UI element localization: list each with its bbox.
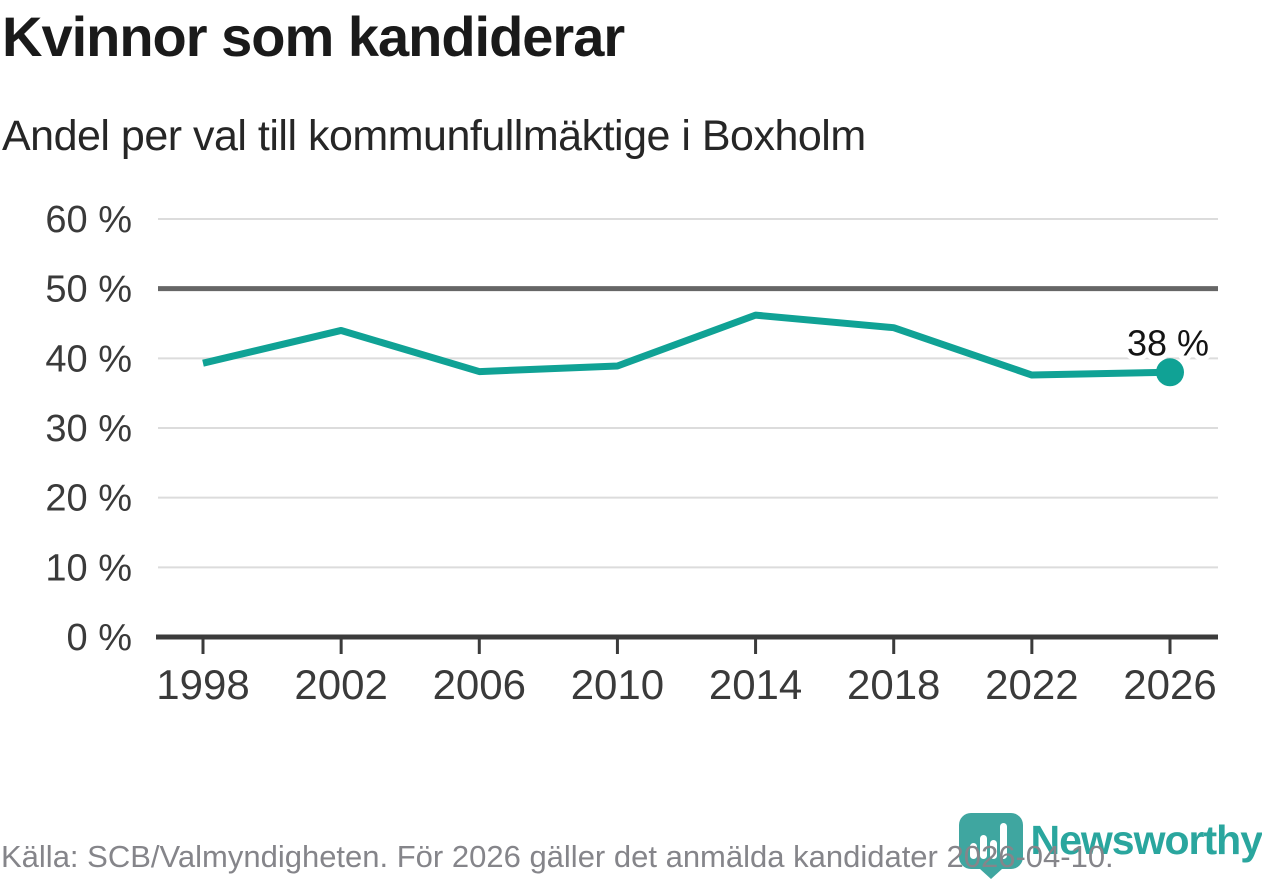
chart-title: Kvinnor som kandiderar [2, 5, 625, 68]
y-tick-label: 0 % [67, 617, 132, 659]
end-point-marker [1156, 358, 1184, 387]
x-tick-label: 2014 [709, 661, 802, 708]
y-tick-label: 20 % [45, 478, 132, 520]
x-tick-label: 2010 [571, 661, 664, 708]
source-note: Källa: SCB/Valmyndigheten. För 2026 gäll… [1, 839, 1114, 874]
y-tick-label: 60 % [45, 199, 132, 241]
x-tick-label: 2006 [433, 661, 526, 708]
y-tick-label: 50 % [45, 269, 132, 311]
x-tick-label: 2022 [985, 661, 1078, 708]
y-tick-label: 40 % [45, 338, 132, 380]
chart-subtitle: Andel per val till kommunfullmäktige i B… [2, 112, 866, 160]
y-tick-label: 30 % [45, 408, 132, 450]
end-value-label: 38 % [1127, 322, 1209, 363]
newsworthy-wordmark: Newsworthy [1030, 817, 1262, 863]
newsworthy-logo: Newsworthy [958, 813, 1262, 879]
x-tick-label: 2018 [847, 661, 940, 708]
x-tick-label: 2026 [1123, 661, 1216, 708]
newsworthy-pin-icon [958, 813, 1023, 879]
y-tick-label: 10 % [45, 547, 132, 589]
x-tick-label: 1998 [156, 661, 249, 708]
series-line [202, 311, 1171, 379]
x-tick-label: 2002 [294, 661, 387, 708]
